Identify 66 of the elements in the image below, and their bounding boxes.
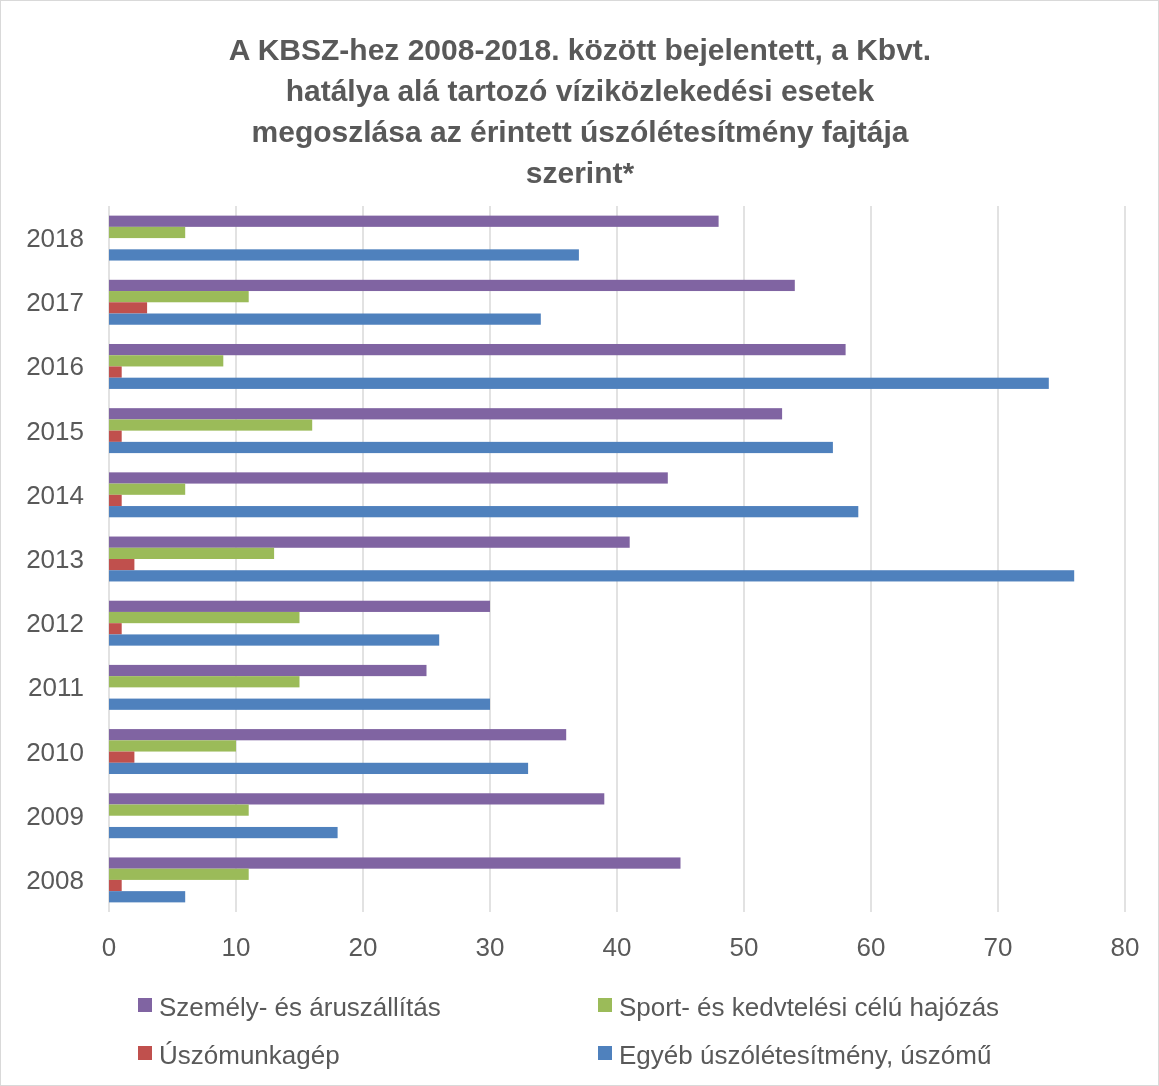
bar xyxy=(109,377,1049,389)
bar xyxy=(109,634,440,646)
bar xyxy=(109,472,668,484)
y-tick-label: 2011 xyxy=(28,672,84,703)
legend-label: Sport- és kedvtelési célú hajózás xyxy=(619,992,1000,1022)
bar xyxy=(109,302,148,314)
x-tick-label: 50 xyxy=(729,932,759,962)
bar xyxy=(109,729,567,741)
bar xyxy=(109,441,833,454)
bar xyxy=(109,868,249,880)
bar xyxy=(109,751,135,763)
bar xyxy=(109,536,630,548)
y-tick-label: 2016 xyxy=(26,351,84,382)
bar xyxy=(109,215,719,227)
x-tick-label: 40 xyxy=(602,932,632,962)
legend-label: Úszómunkagép xyxy=(159,1040,340,1070)
bar xyxy=(109,430,122,442)
chart-title: A KBSZ-hez 2008-2018. között bejelentett, a Kbvt. hatálya alá tartozó víziközlekedési esetek megoszlása az érintett úszólétesítmény fajtája szerint* xyxy=(228,33,932,189)
x-tick-label: 70 xyxy=(983,932,1013,962)
bar xyxy=(109,355,224,367)
bar xyxy=(109,891,186,903)
bar xyxy=(109,664,427,677)
bar xyxy=(109,740,236,752)
bar xyxy=(109,494,122,507)
x-tick-label: 20 xyxy=(348,932,378,962)
y-tick-label: 2015 xyxy=(26,415,84,446)
bar xyxy=(109,419,313,431)
x-tick-label: 60 xyxy=(856,932,886,962)
bar xyxy=(109,600,490,612)
y-tick-label: 2014 xyxy=(26,479,84,510)
bar xyxy=(109,279,795,292)
bar xyxy=(109,249,579,261)
bar xyxy=(109,483,186,495)
bar xyxy=(109,804,249,816)
bar xyxy=(109,698,490,710)
bar xyxy=(109,762,529,775)
bar xyxy=(109,570,1075,582)
y-tick-label: 2017 xyxy=(26,287,84,318)
bar xyxy=(109,623,122,635)
x-tick-label: 30 xyxy=(475,932,505,962)
bar xyxy=(109,343,846,356)
y-tick-label: 2013 xyxy=(26,544,84,574)
x-tick-label: 0 xyxy=(101,932,117,962)
bar xyxy=(109,408,783,420)
y-tick-label: 2008 xyxy=(26,864,84,895)
bar xyxy=(109,313,541,325)
bar xyxy=(109,826,338,839)
bar xyxy=(109,676,300,688)
bar xyxy=(109,506,859,518)
bar xyxy=(109,547,275,559)
bar xyxy=(109,879,122,892)
bar xyxy=(109,366,122,378)
legend-label: Személy- és áruszállítás xyxy=(159,992,441,1022)
y-tick-label: 2010 xyxy=(26,736,84,767)
y-tick-label: 2012 xyxy=(26,608,84,639)
bar xyxy=(109,559,135,571)
bar xyxy=(109,226,186,239)
bar xyxy=(109,793,605,805)
y-tick-label: 2018 xyxy=(26,223,84,254)
y-tick-label: 2009 xyxy=(26,800,84,831)
bar xyxy=(109,291,249,303)
bar xyxy=(109,611,300,624)
legend-label: Egyéb úszólétesítmény, úszómű xyxy=(619,1040,992,1070)
bar xyxy=(109,857,681,869)
x-tick-label: 10 xyxy=(221,932,251,962)
x-tick-label: 80 xyxy=(1110,932,1140,962)
